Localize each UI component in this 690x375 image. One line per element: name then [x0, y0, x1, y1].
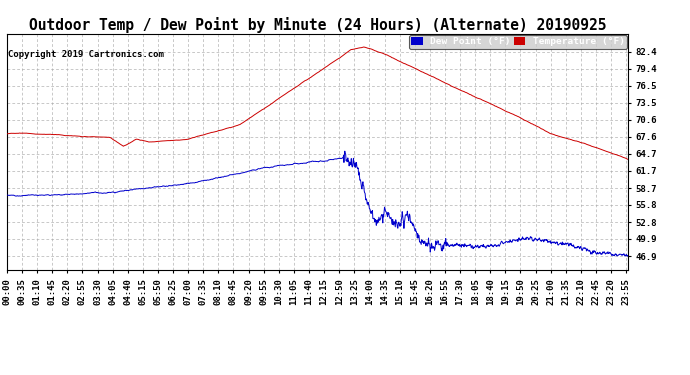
- Title: Outdoor Temp / Dew Point by Minute (24 Hours) (Alternate) 20190925: Outdoor Temp / Dew Point by Minute (24 H…: [29, 16, 606, 33]
- Legend: Dew Point (°F), Temperature (°F): Dew Point (°F), Temperature (°F): [409, 35, 627, 49]
- Text: Copyright 2019 Cartronics.com: Copyright 2019 Cartronics.com: [8, 50, 164, 59]
